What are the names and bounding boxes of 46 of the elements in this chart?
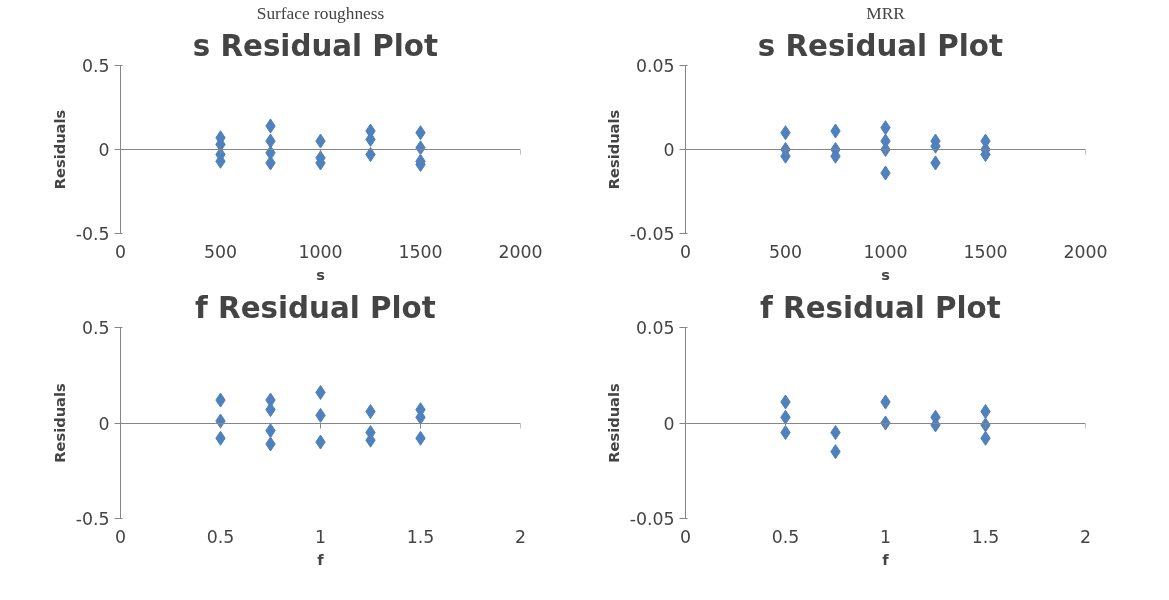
x-tick-label: 0.5 (771, 526, 800, 547)
y-tick-label: 0 (98, 413, 110, 434)
x-tick-label: 2000 (1063, 241, 1108, 262)
y-tick-label: 0.5 (81, 318, 110, 338)
y-tick-label: -0.5 (75, 224, 110, 244)
x-tick-label: 2 (514, 526, 527, 547)
chart-title: f Residual Plot (195, 290, 436, 325)
x-tick-label: 1000 (863, 241, 908, 262)
x-tick-label: 2000 (498, 241, 543, 262)
y-tick-label: 0 (98, 140, 110, 160)
text: MRR (866, 3, 906, 23)
x-axis-title: f (882, 550, 890, 568)
y-axis-title: Residuals (604, 382, 622, 463)
x-tick-label: 1.5 (406, 526, 435, 547)
x-tick-label: 0.5 (206, 526, 235, 547)
y-tick-label: 0 (663, 413, 675, 434)
x-tick-label: 0 (114, 526, 127, 547)
x-axis-title: s (881, 265, 891, 283)
x-tick-label: 2 (1079, 526, 1092, 547)
y-tick-label: -0.05 (629, 509, 675, 529)
y-tick-label: 0 (663, 140, 675, 160)
chart-title: s Residual Plot (757, 28, 1004, 63)
x-axis-title: s (316, 265, 326, 283)
x-tick-label: 500 (768, 241, 803, 262)
chart-title: f Residual Plot (760, 290, 1001, 325)
x-tick-label: 0 (679, 241, 692, 262)
y-axis-title: Residuals (50, 382, 68, 463)
y-tick-label: 0.05 (635, 318, 675, 338)
x-tick-label: 0 (114, 241, 127, 262)
chart-title: s Residual Plot (192, 28, 439, 63)
x-tick-label: 1000 (298, 241, 343, 262)
y-tick-label: 0.05 (635, 56, 675, 76)
x-tick-label: 1500 (963, 241, 1008, 262)
y-tick-label: 0.5 (81, 56, 110, 76)
x-tick-label: 1.5 (971, 526, 1000, 547)
y-tick-label: -0.5 (75, 509, 110, 529)
x-tick-label: 1500 (398, 241, 443, 262)
y-axis-title: Residuals (50, 109, 68, 190)
y-axis-title: Residuals (604, 109, 622, 190)
x-tick-label: 500 (203, 241, 238, 262)
x-tick-label: 0 (679, 526, 692, 547)
text: Surface roughness (256, 3, 385, 23)
x-axis-title: f (317, 550, 325, 568)
x-tick-label: 1 (314, 526, 327, 547)
y-tick-label: -0.05 (629, 224, 675, 244)
x-tick-label: 1 (879, 526, 892, 547)
